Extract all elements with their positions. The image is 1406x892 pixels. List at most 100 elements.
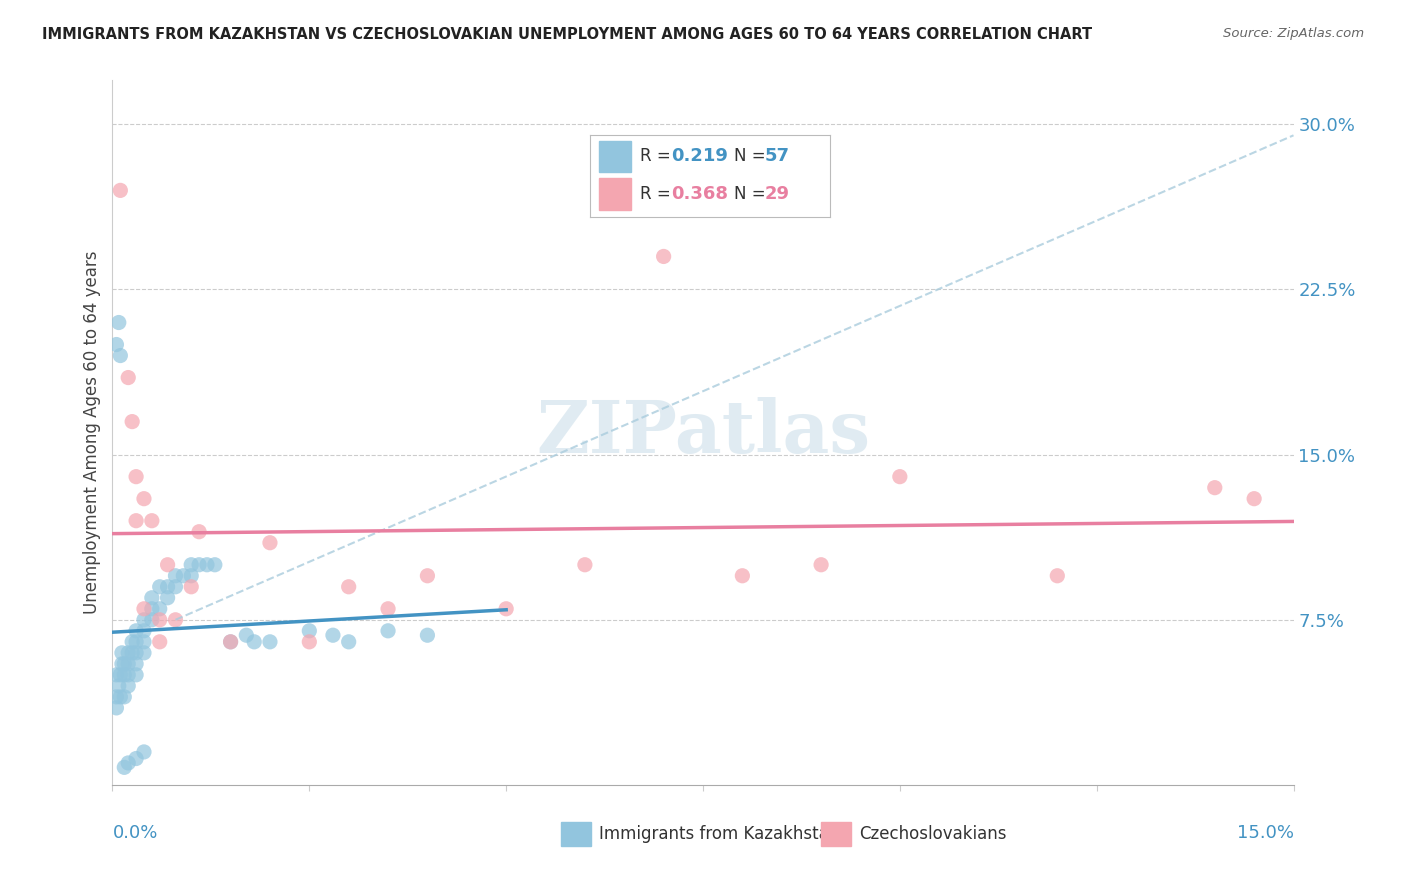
Point (141, 591, 163, 605)
Point (165, 613, 187, 627)
Point (121, 635, 143, 649)
Point (141, 613, 163, 627)
Text: Czechoslovakians: Czechoslovakians (859, 825, 1007, 843)
Point (156, 591, 179, 605)
Text: 0.219: 0.219 (671, 147, 728, 165)
Point (149, 580, 172, 594)
Text: Immigrants from Kazakhstan: Immigrants from Kazakhstan (599, 825, 839, 843)
Point (219, 635, 242, 649)
Point (105, 337, 128, 351)
Text: 57: 57 (765, 147, 790, 165)
Point (121, 646, 143, 660)
Point (125, 635, 148, 649)
Point (337, 580, 360, 594)
Point (156, 558, 179, 572)
Point (1243, 491, 1265, 506)
Point (149, 635, 172, 649)
Point (165, 580, 187, 594)
Point (810, 558, 832, 572)
Text: Source: ZipAtlas.com: Source: ZipAtlas.com (1223, 27, 1364, 40)
Point (117, 646, 139, 660)
Point (574, 558, 596, 572)
Point (105, 668, 128, 682)
Point (110, 668, 132, 682)
Y-axis label: Unemployment Among Ages 60 to 64 years: Unemployment Among Ages 60 to 64 years (83, 251, 101, 615)
Point (416, 628, 439, 642)
Point (141, 514, 163, 528)
Point (125, 469, 148, 483)
Point (132, 601, 155, 615)
Point (125, 624, 148, 638)
Text: 0.368: 0.368 (671, 185, 728, 202)
Text: IMMIGRANTS FROM KAZAKHSTAN VS CZECHOSLOVAKIAN UNEMPLOYMENT AMONG AGES 60 TO 64 Y: IMMIGRANTS FROM KAZAKHSTAN VS CZECHOSLOV… (42, 27, 1092, 42)
Point (337, 635, 360, 649)
Point (125, 514, 148, 528)
Point (322, 628, 344, 642)
Point (121, 415, 143, 429)
Point (180, 568, 202, 582)
Point (111, 657, 134, 671)
Point (180, 558, 202, 572)
Point (132, 613, 155, 627)
Point (1046, 568, 1069, 582)
Point (298, 635, 321, 649)
Point (111, 646, 134, 660)
Text: ZIPatlas: ZIPatlas (536, 397, 870, 468)
Text: 15.0%: 15.0% (1236, 823, 1294, 842)
Text: 0.0%: 0.0% (112, 823, 157, 842)
Text: N =: N = (734, 147, 770, 165)
Point (117, 756, 139, 770)
Point (298, 624, 321, 638)
Point (117, 657, 139, 671)
Point (125, 668, 148, 682)
Point (125, 751, 148, 765)
Point (107, 316, 129, 330)
Point (132, 491, 155, 506)
Bar (599, 178, 630, 210)
Point (110, 349, 132, 363)
Point (377, 624, 399, 638)
Point (165, 568, 187, 582)
Point (1204, 481, 1226, 495)
Point (259, 635, 281, 649)
Point (495, 601, 517, 615)
Point (377, 601, 399, 615)
Point (172, 568, 194, 582)
Point (259, 535, 281, 549)
Text: 29: 29 (765, 185, 790, 202)
Bar (821, 822, 851, 847)
Point (219, 635, 242, 649)
Point (180, 580, 202, 594)
Point (149, 613, 172, 627)
Text: N =: N = (734, 185, 770, 202)
Point (105, 701, 128, 715)
Point (125, 657, 148, 671)
Point (112, 690, 135, 704)
Bar (561, 822, 591, 847)
Point (107, 679, 129, 693)
Point (110, 690, 132, 704)
Point (188, 558, 211, 572)
Point (204, 558, 226, 572)
Point (188, 524, 211, 539)
Point (112, 668, 135, 682)
Point (132, 635, 155, 649)
Point (132, 624, 155, 638)
Text: R =: R = (640, 185, 676, 202)
Point (156, 580, 179, 594)
Point (110, 183, 132, 197)
Point (235, 628, 257, 642)
Point (243, 635, 266, 649)
Point (889, 469, 911, 483)
Point (652, 250, 675, 264)
Point (112, 760, 135, 774)
Point (195, 558, 218, 572)
Point (132, 646, 155, 660)
Point (149, 601, 172, 615)
Text: R =: R = (640, 147, 676, 165)
Point (125, 646, 148, 660)
Point (117, 679, 139, 693)
Point (117, 668, 139, 682)
Point (141, 601, 163, 615)
Point (105, 690, 128, 704)
